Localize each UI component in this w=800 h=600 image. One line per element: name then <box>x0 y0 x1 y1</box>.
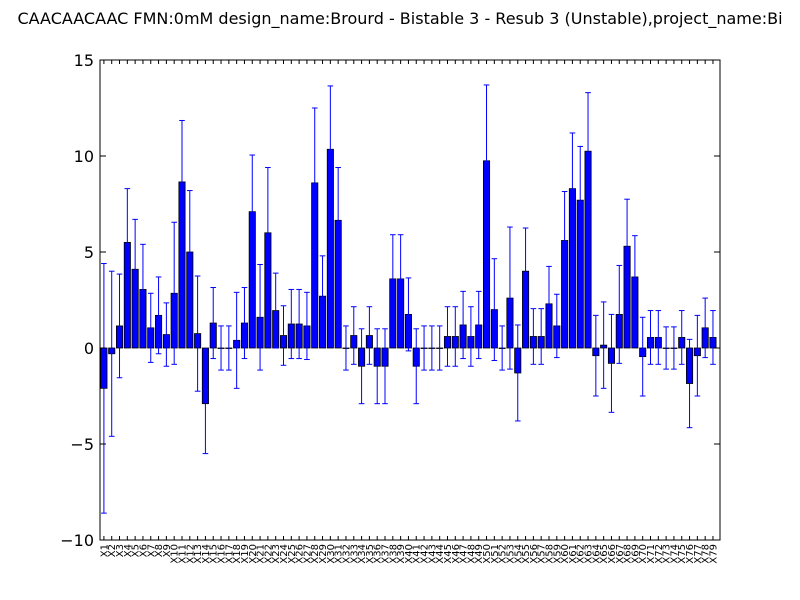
y-tick-label: 0 <box>84 339 94 358</box>
x-tick-label: X34 <box>357 544 368 564</box>
x-tick-label: X32 <box>341 544 352 564</box>
x-tick-label: X51 <box>490 544 501 564</box>
x-tick-label: X12 <box>185 544 196 564</box>
error-bars-group <box>101 84 716 514</box>
x-tick-label: X48 <box>466 544 477 564</box>
x-tick-label: X16 <box>217 544 228 564</box>
x-tick-label: X72 <box>654 544 665 564</box>
x-tick-label: X8 <box>154 544 165 557</box>
x-tick-label: X52 <box>498 544 509 564</box>
x-tick-label: X61 <box>568 544 579 564</box>
x-tick-label: X41 <box>412 544 423 564</box>
x-tick-label: X33 <box>349 544 360 564</box>
axes-frame <box>99 59 721 541</box>
y-tick-label: −10 <box>60 531 94 550</box>
x-tick-label: X9 <box>162 544 173 557</box>
x-tick-label: X53 <box>505 544 516 564</box>
x-tick-label: X74 <box>669 544 680 564</box>
x-tick-label: X66 <box>607 544 618 564</box>
x-tick-label: X17 <box>224 544 235 564</box>
x-tick-label: X56 <box>529 544 540 564</box>
x-tick-label: X70 <box>638 544 649 564</box>
x-tick-label: X79 <box>708 544 719 564</box>
plot-background <box>100 60 720 540</box>
x-tick-label: X44 <box>435 544 446 564</box>
x-tick-label: X75 <box>677 544 688 564</box>
x-tick-label: X29 <box>318 544 329 564</box>
x-tick-label: X42 <box>420 544 431 564</box>
x-tick-label: X25 <box>287 544 298 564</box>
x-tick-label: X7 <box>146 544 157 557</box>
x-tick-label: X65 <box>599 544 610 564</box>
x-tick-label: X11 <box>177 544 188 564</box>
x-tick-label: X18 <box>232 544 243 564</box>
plot-area <box>100 60 720 540</box>
x-tick-label: X64 <box>591 544 602 564</box>
x-tick-label: X71 <box>646 544 657 564</box>
y-tick-label: 10 <box>74 147 94 166</box>
x-tick-label: X30 <box>326 544 337 564</box>
x-tick-label: X40 <box>404 544 415 564</box>
x-tick-label: X73 <box>662 544 673 564</box>
x-tick-label: X77 <box>693 544 704 564</box>
x-tick-label: X55 <box>521 544 532 564</box>
x-tick-label: X28 <box>310 544 321 564</box>
x-tick-label: X45 <box>443 544 454 564</box>
x-tick-label: X62 <box>576 544 587 564</box>
x-tick-label: X68 <box>623 544 634 564</box>
x-tick-label: X22 <box>263 544 274 564</box>
x-tick-label: X14 <box>201 544 212 564</box>
x-tick-label: X38 <box>388 544 399 564</box>
x-tick-label: X13 <box>193 544 204 564</box>
x-tick-label: X43 <box>427 544 438 564</box>
x-tick-label: X76 <box>685 544 696 564</box>
x-tick-label: X37 <box>381 544 392 564</box>
y-tick-label: −5 <box>70 435 94 454</box>
x-tick-label: X57 <box>537 544 548 564</box>
x-tick-label: X6 <box>138 544 149 557</box>
x-tick-label: X67 <box>615 544 626 564</box>
x-tick-label: X47 <box>459 544 470 564</box>
x-tick-label: X4 <box>123 544 134 557</box>
x-tick-label: X78 <box>701 544 712 564</box>
x-tick-label: X35 <box>365 544 376 564</box>
x-tick-label: X31 <box>334 544 345 564</box>
x-tick-label: X23 <box>271 544 282 564</box>
x-tick-label: X50 <box>482 544 493 564</box>
x-tick-label: X49 <box>474 544 485 564</box>
x-tick-label: X2 <box>107 544 118 557</box>
x-tick-label: X54 <box>513 544 524 564</box>
x-tick-label: X69 <box>630 544 641 564</box>
x-tick-label: X15 <box>209 544 220 564</box>
axes-group <box>99 59 721 541</box>
chart-title: CAACAACAAC FMN:0mM design_name:Brourd - … <box>17 9 782 29</box>
x-tick-label: X3 <box>115 544 126 557</box>
x-tick-label: X21 <box>256 544 267 564</box>
x-tick-label: X27 <box>302 544 313 564</box>
x-tick-label: X24 <box>279 544 290 564</box>
x-tick-label: X20 <box>248 544 259 564</box>
x-tick-label: X1 <box>99 544 110 557</box>
y-tick-label: 5 <box>84 243 94 262</box>
x-tick-label: X36 <box>373 544 384 564</box>
x-tick-label: X60 <box>560 544 571 564</box>
x-tick-label: X5 <box>131 544 142 557</box>
x-tick-label: X63 <box>584 544 595 564</box>
x-tick-label: X10 <box>170 544 181 564</box>
x-tick-label: X39 <box>396 544 407 564</box>
x-tick-label: X19 <box>240 544 251 564</box>
x-axis-ticks: X1X2X3X4X5X6X7X8X9X10X11X12X13X14X15X16X… <box>99 60 719 564</box>
y-axis-ticks: −10 −5 0 5 10 15 <box>60 51 720 550</box>
x-tick-label: X46 <box>451 544 462 564</box>
x-tick-label: X58 <box>544 544 555 564</box>
y-tick-label: 15 <box>74 51 94 70</box>
x-tick-label: X59 <box>552 544 563 564</box>
x-tick-label: X26 <box>295 544 306 564</box>
